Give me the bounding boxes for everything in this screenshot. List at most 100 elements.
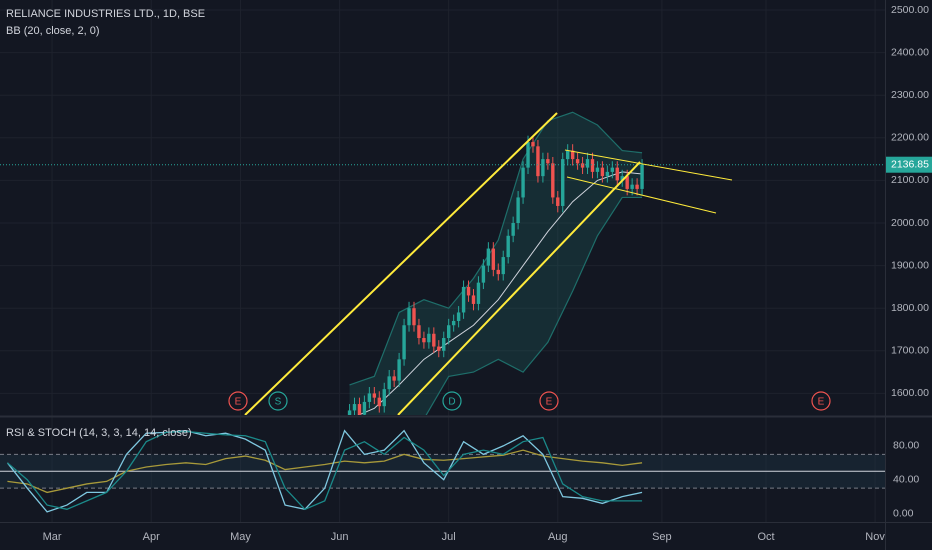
candle-body (392, 376, 396, 381)
candle-body (382, 389, 386, 407)
indicator-label: RSI & STOCH (14, 3, 3, 14, 14, close) (6, 427, 192, 439)
candle-body (585, 159, 590, 168)
x-tick-label: Jun (331, 531, 349, 543)
candle-body (640, 164, 644, 189)
y-tick-label: 2100.00 (891, 174, 929, 186)
flag-line (566, 176, 717, 214)
candle-body (511, 223, 515, 236)
y-tick-label: 1700.00 (891, 345, 929, 357)
candle-body (481, 265, 486, 283)
y-tick-label: 40.00 (893, 474, 919, 486)
candle-body (506, 235, 510, 258)
candle-body (372, 393, 377, 398)
candle-body (442, 338, 446, 351)
candle-body (605, 171, 610, 177)
band-lower (425, 196, 643, 415)
indicator-line (6, 429, 643, 513)
band-upper (349, 111, 643, 386)
trend-line (397, 161, 641, 415)
candle-body (466, 286, 471, 296)
candle-body (471, 295, 476, 304)
y-tick-label: 1800.00 (891, 302, 929, 314)
candle-body (362, 401, 367, 415)
event-marker (442, 391, 462, 411)
y-tick-label: 80.00 (893, 440, 919, 452)
last-price-box (886, 156, 932, 173)
x-tick-label: Jul (442, 531, 456, 543)
x-tick-label: May (230, 531, 251, 543)
event-marker (268, 391, 288, 411)
x-tick-label: Nov (865, 531, 885, 543)
candle-body (352, 404, 357, 411)
candle-body (377, 397, 381, 407)
y-tick-label: 2500.00 (891, 4, 929, 16)
candle-body (397, 359, 401, 381)
candle-body (491, 248, 496, 270)
flag-line (564, 149, 733, 181)
candle-body (486, 248, 491, 266)
y-tick-label: 1900.00 (891, 259, 929, 271)
event-label: D (448, 397, 455, 408)
candle-body (551, 163, 555, 198)
event-label: S (275, 397, 282, 408)
trend-line (244, 112, 558, 415)
indicator-line (7, 430, 643, 511)
candle-body (367, 393, 372, 402)
event-marker (811, 391, 831, 411)
candle-body (546, 159, 550, 164)
y-tick-label: 2300.00 (891, 89, 929, 101)
event-label: E (818, 397, 825, 408)
candle-body (407, 308, 411, 326)
candle-body (600, 167, 605, 177)
last-price-label: 2136.85 (891, 158, 929, 170)
candle-body (422, 338, 426, 343)
drawings (244, 112, 733, 415)
candle-body (565, 150, 570, 160)
candle-body (526, 142, 530, 168)
x-tick-label: Sep (652, 531, 672, 543)
candle-body (536, 146, 540, 177)
candle-body (476, 282, 481, 304)
y-tick-label: 2400.00 (891, 46, 929, 58)
candle-body (501, 257, 505, 275)
chart-title: RELIANCE INDUSTRIES LTD., 1D, BSE (6, 8, 205, 20)
candle-body (446, 325, 451, 339)
x-tick-label: Aug (548, 531, 568, 543)
candle-body (531, 142, 535, 147)
candle-body (347, 410, 352, 415)
indicator-label: BB (20, close, 2, 0) (6, 25, 100, 37)
candle-body (595, 167, 600, 172)
candle-body (496, 269, 500, 275)
candle-body (451, 320, 456, 326)
candle-body (461, 286, 466, 313)
indicator-line (7, 449, 643, 494)
y-tick-label: 1600.00 (891, 387, 929, 399)
candle-body (635, 184, 639, 189)
event-marker (539, 391, 559, 411)
y-tick-label: 0.00 (893, 507, 914, 519)
candle-body (516, 197, 520, 224)
candle-body (521, 167, 525, 198)
x-tick-label: Mar (43, 531, 62, 543)
candle-body (630, 184, 634, 189)
candle-body (556, 197, 560, 206)
candle-body (427, 333, 431, 343)
candle-body (570, 150, 575, 160)
candle-body (625, 176, 629, 189)
candle-body (580, 163, 585, 168)
candle-body (387, 376, 391, 390)
event-label: E (546, 397, 553, 408)
candle-body (412, 308, 416, 326)
candle-body (456, 312, 461, 321)
x-tick-label: Oct (757, 531, 774, 543)
candle-body (437, 346, 441, 351)
y-tick-label: 2200.00 (891, 132, 929, 144)
candle-body (417, 325, 421, 339)
candle-body (615, 167, 619, 181)
candle-body (620, 176, 624, 181)
candle-body (561, 159, 565, 206)
candle-body (402, 325, 406, 360)
candle-body (590, 159, 595, 172)
y-tick-label: 2000.00 (891, 217, 929, 229)
